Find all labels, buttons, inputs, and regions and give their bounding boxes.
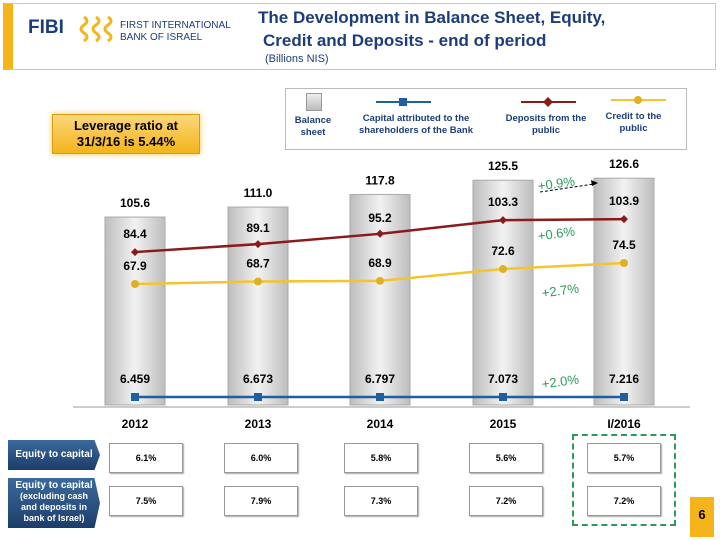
capital-point bbox=[499, 393, 507, 401]
x-tick-label: 2015 bbox=[490, 417, 517, 431]
bar-label: 105.6 bbox=[120, 196, 150, 210]
point-label: 68.9 bbox=[368, 256, 392, 270]
header-bar bbox=[3, 3, 716, 70]
bar-2013 bbox=[227, 206, 289, 406]
legend-label-capital: Capital attributed to the shareholders o… bbox=[358, 113, 474, 136]
bar-label: 117.8 bbox=[365, 173, 395, 187]
bar-label: 111.0 bbox=[244, 186, 273, 200]
growth-annotation: +0.9% bbox=[537, 173, 576, 193]
arrow-head-icon bbox=[591, 180, 598, 186]
point-label: 7.073 bbox=[488, 372, 518, 386]
point-label: 6.673 bbox=[243, 372, 273, 386]
ratio-cell: 7.3% bbox=[344, 486, 418, 516]
credit-point bbox=[376, 276, 384, 285]
ratio-cell: 5.7% bbox=[587, 443, 661, 473]
ratio-cell: 5.8% bbox=[344, 443, 418, 473]
logo-line1: FIRST INTERNATIONAL bbox=[120, 20, 231, 31]
growth-annotation: +0.6% bbox=[537, 223, 576, 243]
x-tick-label: I/2016 bbox=[607, 417, 641, 431]
capital-point bbox=[620, 393, 628, 401]
legend-square-marker-icon bbox=[399, 98, 407, 106]
ratio-cell: 5.6% bbox=[469, 443, 543, 473]
legend-diamond-marker-icon bbox=[543, 97, 553, 107]
legend-swatch-balance bbox=[306, 93, 322, 111]
logo-text: FIRST INTERNATIONAL BANK OF ISRAEL bbox=[120, 20, 231, 44]
point-label: 84.4 bbox=[123, 227, 147, 241]
deposits-point bbox=[620, 215, 628, 224]
logo-fibi: FIBI bbox=[28, 17, 64, 38]
legend-label-deposits: Deposits from the public bbox=[505, 113, 587, 136]
logo-mark-icon bbox=[79, 15, 113, 43]
leverage-line2: 31/3/16 is 5.44% bbox=[76, 134, 176, 149]
title-line2: Credit and Deposits - end of period bbox=[263, 31, 547, 50]
ratio-cell: 6.0% bbox=[224, 443, 298, 473]
subtitle: (Billions NIS) bbox=[265, 53, 329, 65]
bar-label: 126.6 bbox=[609, 157, 639, 171]
capital-point bbox=[376, 393, 384, 401]
credit-point bbox=[254, 277, 262, 286]
growth-annotation: +2.0% bbox=[541, 371, 580, 391]
line-series-1 bbox=[134, 217, 625, 254]
ratio-cell: 7.2% bbox=[587, 486, 661, 516]
legend: Balance sheet Capital attributed to the … bbox=[285, 88, 687, 150]
row-label-equity-to-capital: Equity to capital bbox=[8, 440, 100, 470]
bar-2014 bbox=[349, 193, 411, 406]
legend-label-balance: Balance sheet bbox=[294, 115, 332, 138]
ratio-cell: 7.2% bbox=[469, 486, 543, 516]
legend-line-markers bbox=[376, 96, 666, 107]
point-label: 72.6 bbox=[491, 244, 515, 258]
row2-label-title: Equity to capital bbox=[15, 480, 93, 491]
legend-circle-marker-icon bbox=[634, 96, 642, 104]
point-label: 103.9 bbox=[609, 194, 639, 208]
point-label: 95.2 bbox=[368, 211, 392, 225]
logo-line2: BANK OF ISRAEL bbox=[120, 32, 203, 43]
legend-label-credit: Credit to the public bbox=[605, 111, 662, 134]
point-label: 6.797 bbox=[365, 372, 395, 386]
line-series-2 bbox=[134, 261, 625, 286]
deposits-point bbox=[499, 216, 507, 225]
point-label: 67.9 bbox=[123, 259, 147, 273]
ratio-cell: 7.5% bbox=[109, 486, 183, 516]
growth-arrow bbox=[539, 183, 595, 193]
bar-I/2016 bbox=[593, 177, 655, 406]
deposits-point bbox=[376, 229, 384, 238]
growth-annotation: +2.7% bbox=[541, 280, 580, 300]
x-tick-label: 2013 bbox=[245, 417, 272, 431]
leverage-callout: Leverage ratio at 31/3/16 is 5.44% bbox=[52, 114, 200, 154]
ratio-cell: 6.1% bbox=[109, 443, 183, 473]
highlight-dashed-box bbox=[572, 434, 676, 526]
bar-2015 bbox=[472, 179, 534, 406]
capital-point bbox=[254, 393, 262, 401]
x-tick-label: 2012 bbox=[122, 417, 149, 431]
point-label: 74.5 bbox=[612, 238, 636, 252]
title-line1: The Development in Balance Sheet, Equity… bbox=[258, 8, 606, 27]
leverage-line1: Leverage ratio at bbox=[73, 118, 179, 133]
point-label: 89.1 bbox=[246, 221, 270, 235]
bar-label: 125.5 bbox=[488, 159, 518, 173]
credit-point bbox=[620, 259, 628, 268]
x-tick-label: 2014 bbox=[367, 417, 394, 431]
deposits-point bbox=[131, 248, 139, 257]
point-label: 68.7 bbox=[246, 256, 270, 270]
credit-point bbox=[499, 265, 507, 274]
page-number: 6 bbox=[690, 497, 714, 537]
point-label: 7.216 bbox=[609, 372, 639, 386]
capital-point bbox=[131, 393, 139, 401]
bar-2012 bbox=[104, 216, 166, 406]
credit-point bbox=[131, 280, 139, 288]
row-label-equity-excl: Equity to capital (excluding cash and dep… bbox=[8, 478, 100, 528]
ratio-cell: 7.9% bbox=[224, 486, 298, 516]
page-title: The Development in Balance Sheet, Equity… bbox=[258, 6, 605, 52]
point-label: 103.3 bbox=[488, 195, 518, 209]
point-label: 6.459 bbox=[120, 372, 150, 386]
deposits-point bbox=[254, 240, 262, 249]
row2-label-note: (excluding cash and deposits in bank of … bbox=[19, 491, 89, 523]
